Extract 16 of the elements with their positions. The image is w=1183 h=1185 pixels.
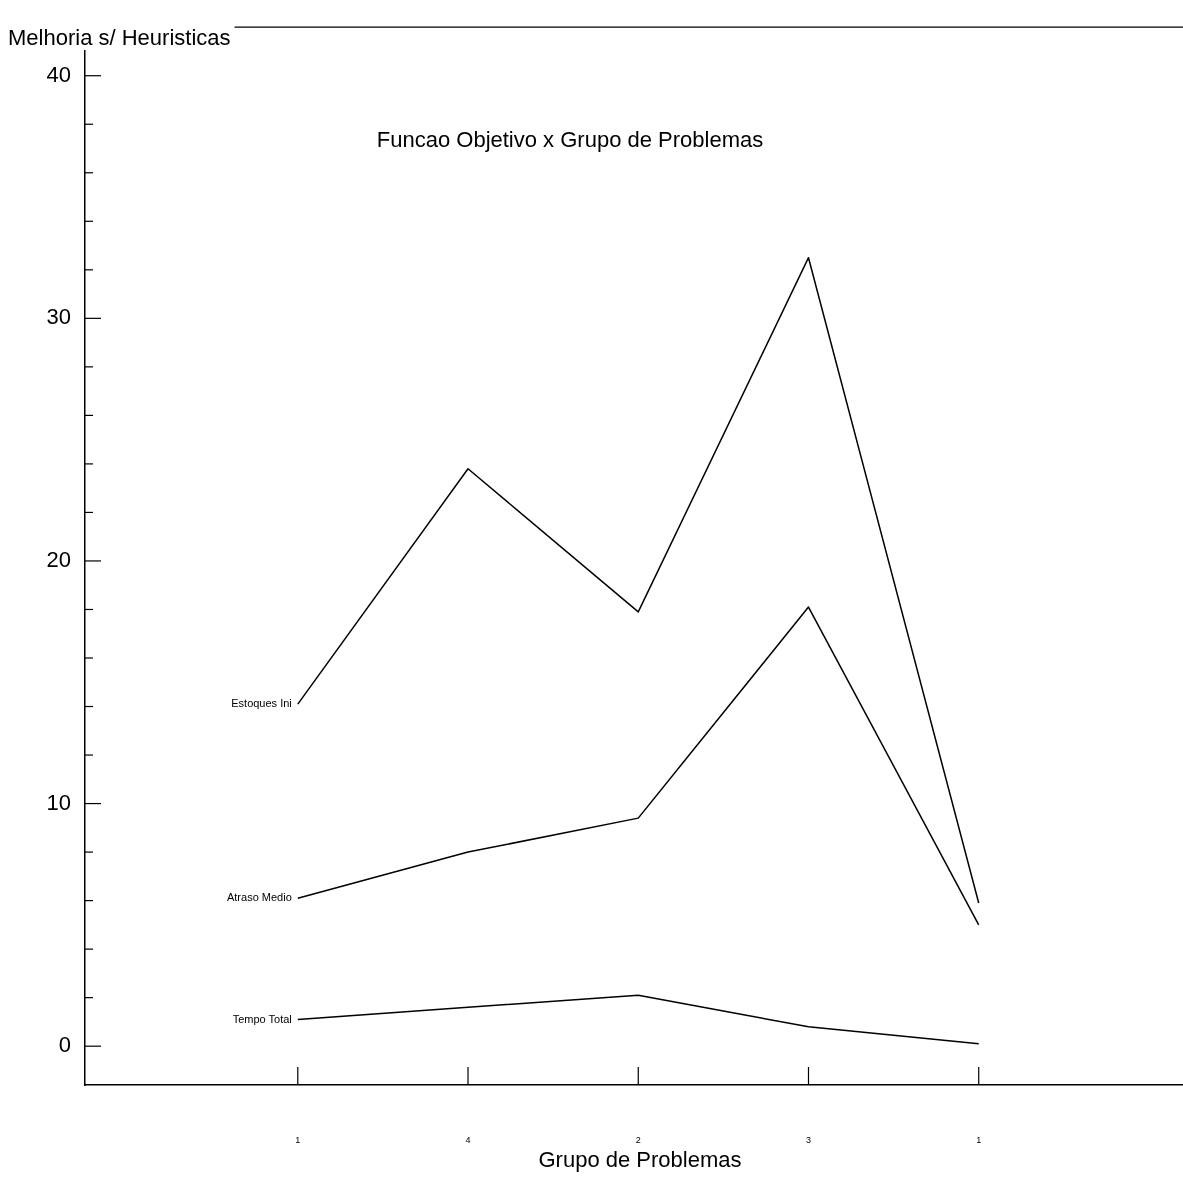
x-axis-title: Grupo de Problemas [538,1147,742,1173]
x-tick-label: 1 [295,1134,301,1145]
series-label: Tempo Total [232,1012,292,1025]
y-tick-label: 20 [46,547,71,573]
y-tick-label: 30 [46,304,71,330]
y-axis-title: Melhoria s/ Heuristicas [8,25,231,51]
y-tick-label: 40 [46,61,71,87]
x-tick-label: 4 [465,1134,471,1145]
x-tick-label: 1 [976,1134,982,1145]
x-tick-label: 2 [635,1134,641,1145]
series-label: Atraso Medio [226,891,292,904]
x-tick-label: 3 [805,1134,811,1145]
text: Funcao Objetivo x Grupo de Problemas [376,127,764,153]
series-label: Estoques Ini [231,697,292,710]
y-tick-label: 0 [58,1032,71,1058]
y-tick-label: 10 [46,789,71,815]
